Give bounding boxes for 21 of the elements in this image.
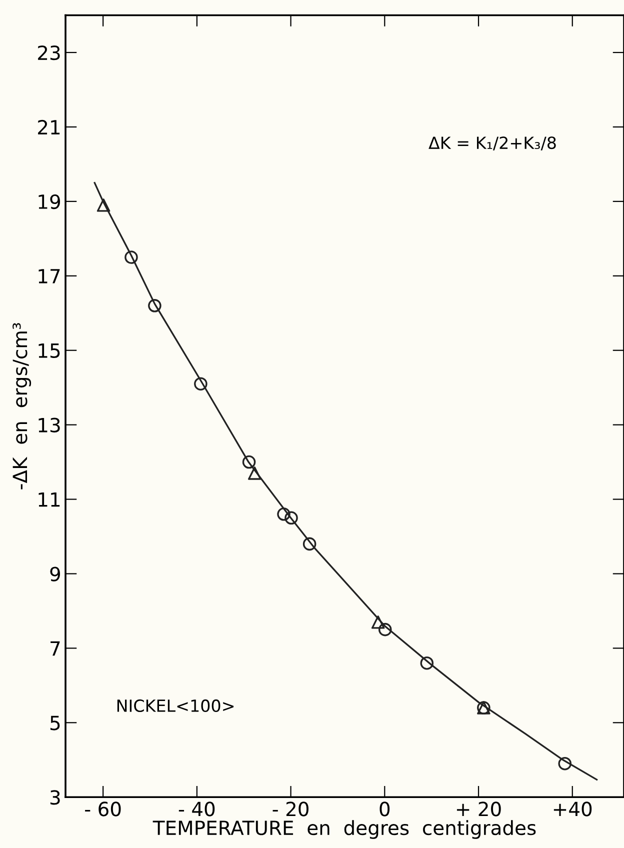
y-tick-label: 17 [38, 269, 60, 284]
y-tick-label: 11 [38, 492, 60, 507]
x-tick-label: +40 [554, 802, 592, 816]
annotation: ΔK = K₁/2+K₃/8 [428, 136, 556, 150]
x-tick-label: + 20 [456, 802, 501, 816]
y-tick-label: 5 [50, 716, 60, 730]
x-tick-label: - 40 [178, 802, 215, 816]
y-axis-title: -ΔK en ergs/cm³ [12, 323, 32, 490]
y-tick-label: 7 [50, 641, 60, 656]
y-tick-label: 19 [38, 194, 60, 210]
x-tick-label: 0 [380, 802, 390, 816]
x-axis-title: TEMPERATURE en degres centigrades [152, 820, 536, 839]
x-tick-label: - 20 [272, 802, 308, 816]
y-tick-label: 9 [50, 566, 60, 582]
y-tick-label: 15 [38, 344, 60, 358]
annotation: NICKEL<100> [117, 699, 234, 712]
y-tick-label: 3 [50, 790, 60, 805]
y-tick-label: 23 [38, 45, 60, 60]
x-tick-label: - 60 [85, 802, 121, 816]
y-tick-label: 13 [38, 418, 60, 432]
y-tick-label: 21 [38, 120, 60, 134]
